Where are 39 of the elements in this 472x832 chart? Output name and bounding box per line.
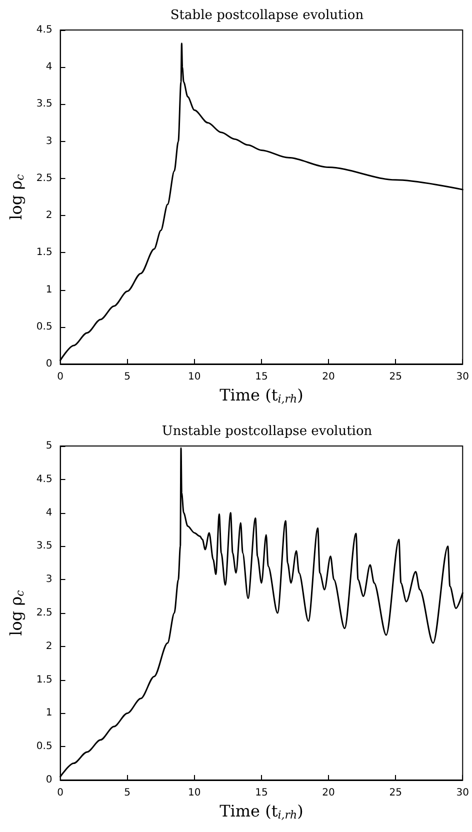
y-tick-label: 2.5 <box>36 172 52 184</box>
y-tick-label: 0 <box>46 358 52 370</box>
y-tick-label: 4 <box>46 62 52 73</box>
chart-title: Unstable postcollapse evolution <box>162 424 373 439</box>
y-tick-label: 4.5 <box>36 474 52 485</box>
y-tick-label: 4.5 <box>36 24 52 36</box>
x-tick-label: 30 <box>456 788 470 798</box>
y-tick-label: 1.5 <box>36 674 52 686</box>
y-tick-label: 3 <box>46 574 52 586</box>
y-tick-label: 3.5 <box>36 98 52 110</box>
y-tick-label: 1 <box>46 284 52 296</box>
y-tick-label: 3.5 <box>36 540 52 552</box>
y-tick-label: 2.5 <box>36 608 52 618</box>
x-tick-label: 30 <box>456 372 470 382</box>
x-tick-label: 15 <box>255 372 268 382</box>
x-tick-label: 25 <box>389 788 402 798</box>
y-tick-label: 4 <box>46 507 52 518</box>
y-tick-label: 2 <box>46 640 52 652</box>
x-tick-label: 5 <box>124 788 131 798</box>
x-tick-label: 10 <box>188 372 201 382</box>
chart-title: Stable postcollapse evolution <box>170 8 364 23</box>
y-tick-label: 0 <box>46 774 52 786</box>
y-axis-title: log ρc <box>6 174 26 220</box>
x-tick-label: 20 <box>322 372 335 382</box>
y-tick-label: 0.5 <box>36 741 52 752</box>
x-tick-label: 0 <box>57 788 64 798</box>
y-axis-title: log ρc <box>6 590 26 636</box>
y-tick-label: 1 <box>46 708 52 719</box>
y-tick-label: 0.5 <box>36 321 52 332</box>
y-tick-label: 2 <box>46 210 52 222</box>
y-tick-label: 3 <box>46 136 52 147</box>
x-tick-label: 15 <box>255 788 268 798</box>
y-tick-label: 5 <box>46 440 52 452</box>
x-tick-label: 25 <box>389 372 402 382</box>
x-tick-label: 10 <box>188 788 201 798</box>
x-tick-label: 5 <box>124 372 131 382</box>
y-tick-label: 1.5 <box>36 247 52 258</box>
x-tick-label: 20 <box>322 788 335 798</box>
x-tick-label: 0 <box>57 372 64 382</box>
